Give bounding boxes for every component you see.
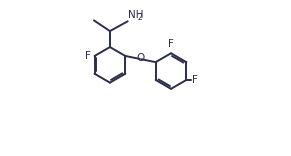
Text: 2: 2: [138, 13, 143, 22]
Text: F: F: [85, 51, 91, 61]
Text: F: F: [168, 39, 174, 49]
Text: O: O: [136, 53, 145, 63]
Text: F: F: [192, 75, 198, 85]
Text: NH: NH: [129, 10, 144, 20]
